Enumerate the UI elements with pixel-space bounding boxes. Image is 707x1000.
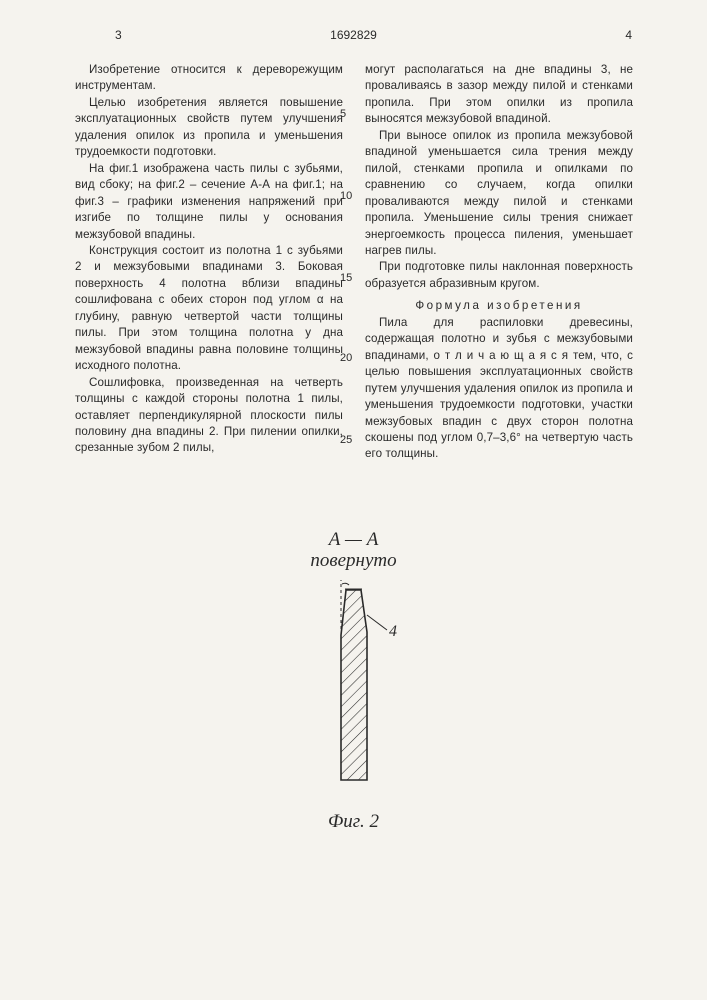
paragraph: При выносе опилок из пропила межзубовой … — [365, 128, 633, 260]
patent-number: 1692829 — [330, 28, 377, 42]
alpha-label: α — [347, 580, 356, 583]
page-number-right: 4 — [625, 28, 632, 42]
paragraph: Сошлифовка, произведенная на четверть то… — [75, 375, 343, 457]
paragraph: Целью изобретения является повышение экс… — [75, 95, 343, 161]
ref-4-label: 4 — [389, 623, 397, 640]
paragraph: На фиг.1 изображена часть пилы с зубьями… — [75, 161, 343, 243]
formula-title: Формула изобретения — [365, 298, 633, 314]
left-column: Изобретение относится к дереворежущим ин… — [75, 62, 343, 463]
section-label-top: А — А — [0, 530, 707, 551]
paragraph: Пила для распиловки древесины, содержаща… — [365, 315, 633, 463]
paragraph: Конструкция состоит из полотна 1 с зубья… — [75, 243, 343, 375]
figure-2: А — А повернуто α 4 Фиг. 2 — [0, 530, 707, 833]
page-number-left: 3 — [115, 28, 122, 42]
paragraph: При подготовке пилы наклонная поверхност… — [365, 259, 633, 292]
right-column: могут располагаться на дне впадины 3, не… — [365, 62, 633, 463]
paragraph: могут располагаться на дне впадины 3, не… — [365, 62, 633, 128]
paragraph: Изобретение относится к дереворежущим ин… — [75, 62, 343, 95]
page-header: 3 1692829 4 — [0, 28, 707, 42]
figure-drawing: α 4 — [309, 580, 399, 800]
figure-caption: Фиг. 2 — [0, 811, 707, 833]
section-label-bottom: повернуто — [0, 551, 707, 572]
text-columns: Изобретение относится к дереворежущим ин… — [75, 62, 635, 463]
